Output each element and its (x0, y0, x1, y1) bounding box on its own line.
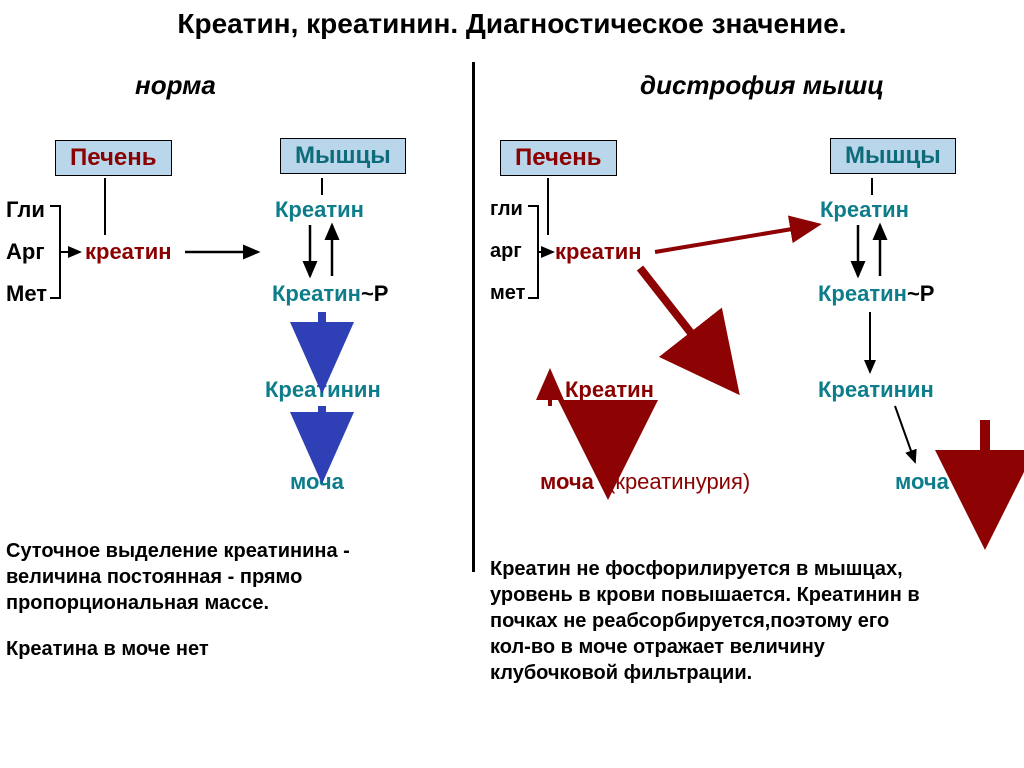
creatine-p-right: Креатин~Р (818, 282, 934, 306)
note-right-3: почках не реабсорбируется,поэтому его (490, 608, 889, 634)
creatinine-right: Креатинин (818, 378, 934, 402)
creatine-liver-left: креатин (85, 240, 172, 264)
note-left-4: Креатина в моче нет (6, 636, 209, 662)
creatinine-left: Креатинин (265, 378, 381, 402)
creatine-muscle-right: Креатин (820, 198, 909, 222)
note-right-5: клубочковой фильтрации. (490, 660, 752, 686)
note-right-1: Креатин не фосфорилируется в мышцах, (490, 556, 903, 582)
box-liver-right: Печень (500, 140, 617, 176)
creatine-muscle-left: Креатин (275, 198, 364, 222)
note-left-2: величина постоянная - прямо (6, 564, 302, 590)
urine-left: моча (290, 470, 344, 494)
creatinuria-label: (креатинурия) (608, 470, 750, 494)
creatine-blood-right: Креатин (565, 378, 654, 402)
center-divider (472, 62, 475, 572)
box-muscle-right: Мышцы (830, 138, 956, 174)
box-muscle-left: Мышцы (280, 138, 406, 174)
urine-red-right: моча (540, 470, 594, 494)
aa-arg-left: Арг (6, 240, 45, 264)
note-left-3: пропорциональная массе. (6, 590, 269, 616)
aa-gly-right: гли (490, 198, 523, 220)
aa-arg-right: арг (490, 240, 522, 262)
aa-gly-left: Гли (6, 198, 45, 222)
box-liver-left: Печень (55, 140, 172, 176)
subtitle-right: дистрофия мышц (640, 70, 884, 101)
subtitle-left: норма (135, 70, 216, 101)
aa-met-right: мет (490, 282, 525, 304)
note-right-2: уровень в крови повышается. Креатинин в (490, 582, 920, 608)
aa-met-left: Мет (6, 282, 47, 306)
page-title: Креатин, креатинин. Диагностическое знач… (0, 8, 1024, 40)
note-left-1: Суточное выделение креатинина - (6, 538, 350, 564)
creatine-liver-right: креатин (555, 240, 642, 264)
urine-teal-right: моча (895, 470, 949, 494)
note-right-4: кол-во в моче отражает величину (490, 634, 825, 660)
creatine-p-left: Креатин~Р (272, 282, 388, 306)
